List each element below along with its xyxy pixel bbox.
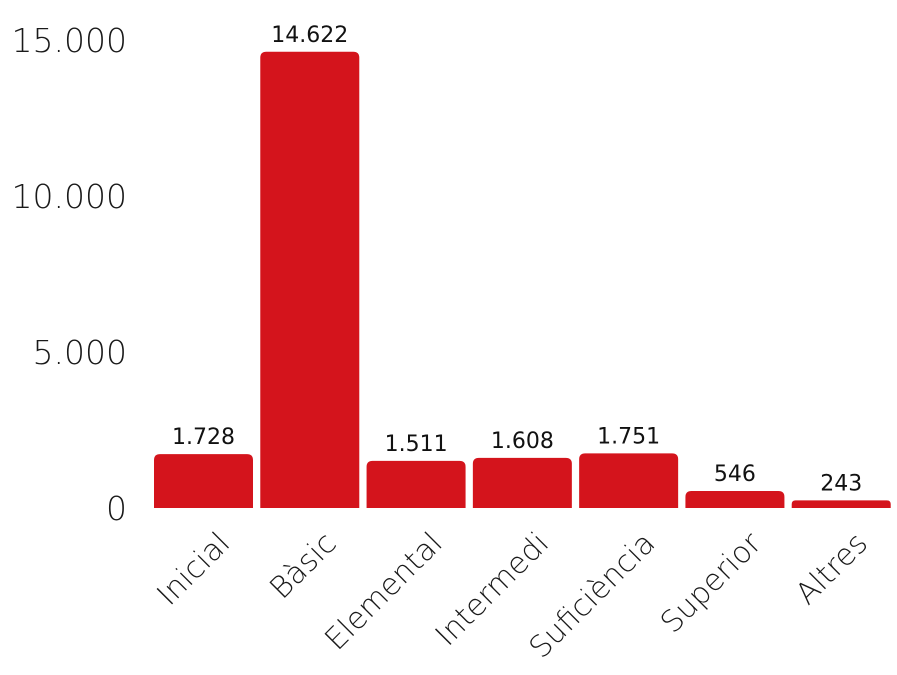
data-label: 1.511 bbox=[385, 432, 448, 457]
y-tick-label: 5.000 bbox=[33, 333, 127, 372]
data-label: 243 bbox=[820, 471, 862, 496]
bar-elemental bbox=[366, 460, 466, 508]
y-tick-label: 15.000 bbox=[12, 21, 127, 60]
y-tick-label: 0 bbox=[106, 489, 127, 528]
x-tick-label: Bàsic bbox=[263, 526, 343, 606]
x-tick-label: Superior bbox=[654, 525, 769, 640]
data-label: 14.622 bbox=[271, 23, 348, 48]
x-tick-label: Inicial bbox=[150, 526, 237, 613]
bar-intermedi bbox=[472, 457, 572, 508]
data-label: 1.608 bbox=[491, 429, 554, 454]
x-axis: Inicial BàsicElementalIntermediSuficiènci… bbox=[150, 525, 875, 665]
data-label: 1.728 bbox=[172, 425, 235, 450]
bar-suficiència bbox=[579, 453, 679, 508]
y-axis: 0 5.000 10.000 15.000 bbox=[12, 21, 127, 528]
bar-bàsic bbox=[260, 51, 360, 508]
bars bbox=[154, 51, 891, 508]
bar-inicial bbox=[154, 454, 253, 508]
data-label: 546 bbox=[714, 462, 756, 487]
bar-superior bbox=[685, 490, 785, 508]
x-tick-label: Altres bbox=[789, 526, 875, 612]
data-labels: 1.728 14.622 1.511 1.608 1.751 546 243 bbox=[172, 23, 862, 497]
data-label: 1.751 bbox=[597, 424, 660, 449]
bar-altres bbox=[791, 500, 891, 508]
y-tick-label: 10.000 bbox=[12, 177, 127, 216]
